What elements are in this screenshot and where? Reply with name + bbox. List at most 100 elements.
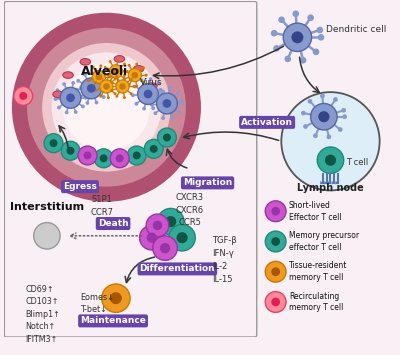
Circle shape — [100, 80, 113, 93]
Circle shape — [116, 154, 124, 162]
Circle shape — [284, 56, 291, 62]
Circle shape — [104, 84, 108, 88]
Circle shape — [140, 78, 144, 82]
Ellipse shape — [134, 66, 144, 72]
Circle shape — [86, 101, 89, 105]
Circle shape — [278, 16, 285, 23]
Circle shape — [320, 94, 325, 98]
Circle shape — [87, 84, 96, 93]
Circle shape — [99, 95, 102, 98]
Circle shape — [333, 97, 338, 102]
Text: Alveoli: Alveoli — [81, 65, 128, 78]
Circle shape — [317, 147, 344, 174]
Circle shape — [81, 105, 85, 108]
Circle shape — [119, 83, 126, 90]
FancyArrowPatch shape — [332, 182, 334, 184]
Circle shape — [133, 84, 137, 88]
Circle shape — [27, 28, 186, 187]
Ellipse shape — [114, 56, 125, 62]
Circle shape — [265, 261, 286, 282]
Circle shape — [106, 83, 109, 86]
Circle shape — [292, 31, 303, 43]
Circle shape — [142, 66, 145, 69]
Circle shape — [104, 66, 107, 69]
Circle shape — [66, 147, 74, 155]
Circle shape — [142, 107, 146, 110]
Circle shape — [60, 87, 81, 108]
Circle shape — [150, 145, 158, 153]
Circle shape — [74, 88, 78, 92]
Circle shape — [130, 92, 133, 95]
Circle shape — [94, 81, 97, 84]
Text: Tissue-resident
memory T cell: Tissue-resident memory T cell — [289, 261, 347, 282]
Circle shape — [12, 13, 201, 202]
Circle shape — [99, 75, 102, 78]
Circle shape — [112, 68, 119, 75]
Circle shape — [144, 140, 163, 158]
Circle shape — [34, 223, 60, 249]
Circle shape — [110, 292, 122, 304]
Text: Maintenance: Maintenance — [80, 316, 146, 326]
Circle shape — [138, 84, 158, 104]
Circle shape — [109, 65, 122, 78]
Circle shape — [325, 155, 336, 166]
Text: Lymph node: Lymph node — [297, 182, 364, 193]
Circle shape — [318, 34, 324, 40]
Circle shape — [95, 101, 98, 104]
Circle shape — [56, 88, 59, 92]
Circle shape — [180, 99, 184, 103]
Circle shape — [76, 79, 80, 83]
Circle shape — [107, 96, 110, 99]
Circle shape — [96, 74, 102, 80]
Circle shape — [292, 10, 299, 17]
Circle shape — [145, 74, 148, 77]
Circle shape — [146, 214, 169, 237]
FancyArrowPatch shape — [336, 182, 338, 184]
Circle shape — [151, 106, 155, 110]
Circle shape — [130, 78, 133, 81]
Circle shape — [116, 59, 119, 61]
Circle shape — [135, 62, 138, 65]
Circle shape — [135, 85, 138, 88]
Circle shape — [79, 85, 83, 89]
Circle shape — [153, 221, 162, 230]
Text: CD69↑
CD103↑
Blimp1↑
Notch↑
IFITM3↑: CD69↑ CD103↑ Blimp1↑ Notch↑ IFITM3↑ — [25, 285, 60, 344]
Circle shape — [158, 208, 184, 235]
Circle shape — [161, 92, 165, 96]
Ellipse shape — [53, 91, 63, 98]
Circle shape — [157, 81, 161, 85]
Circle shape — [168, 87, 172, 91]
Circle shape — [83, 73, 87, 77]
Circle shape — [110, 81, 113, 84]
Circle shape — [271, 267, 280, 276]
Circle shape — [162, 99, 171, 108]
Circle shape — [65, 110, 68, 114]
Circle shape — [161, 89, 165, 93]
Circle shape — [114, 78, 116, 81]
Circle shape — [100, 154, 108, 162]
Circle shape — [57, 106, 61, 109]
Circle shape — [100, 76, 104, 80]
Circle shape — [338, 127, 343, 132]
Circle shape — [142, 81, 145, 84]
Circle shape — [123, 62, 126, 65]
Circle shape — [131, 93, 135, 97]
Circle shape — [74, 110, 78, 114]
Circle shape — [123, 77, 126, 80]
Circle shape — [109, 80, 112, 83]
Circle shape — [102, 284, 130, 312]
Text: S1P1
CCR7: S1P1 CCR7 — [90, 195, 113, 217]
Circle shape — [78, 146, 97, 165]
Ellipse shape — [63, 72, 73, 78]
Circle shape — [107, 74, 110, 77]
Circle shape — [14, 87, 33, 105]
Circle shape — [92, 70, 106, 84]
Circle shape — [94, 149, 113, 168]
Circle shape — [273, 45, 280, 52]
Circle shape — [165, 216, 176, 227]
Circle shape — [271, 207, 280, 215]
Circle shape — [133, 152, 141, 159]
Circle shape — [316, 27, 323, 33]
Circle shape — [50, 139, 58, 147]
Circle shape — [169, 224, 195, 251]
